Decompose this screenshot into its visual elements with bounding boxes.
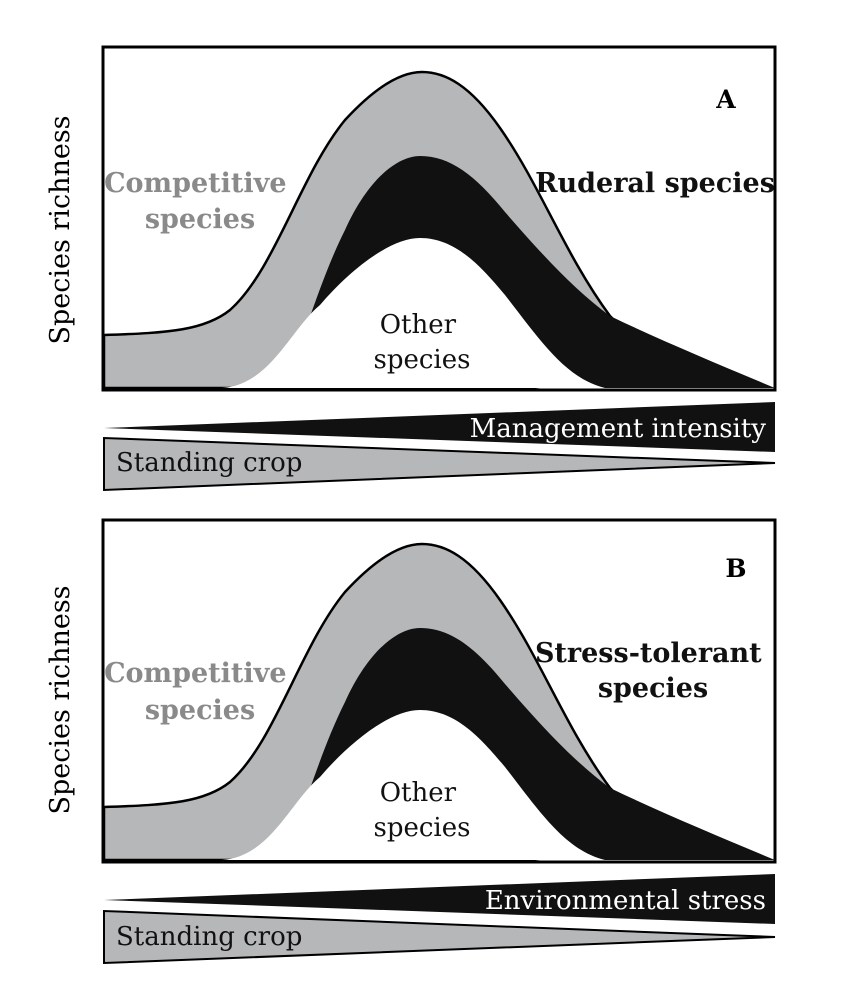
panel-b-stress-tolerant-label: Stress-tolerant species bbox=[535, 638, 771, 704]
panel-a-competitive-label: Competitive species bbox=[104, 168, 296, 235]
panel-b-standing-crop-label: Standing crop bbox=[116, 922, 302, 952]
panel-a-letter: A bbox=[715, 85, 736, 114]
panel-b-other-species-area bbox=[222, 710, 605, 860]
panel-a-standing-crop-wedge bbox=[103, 436, 776, 492]
panel-b-competitive-label: Competitive species bbox=[104, 658, 296, 726]
panel-a-ruderal-label: Ruderal species bbox=[535, 168, 775, 199]
panel-a: Species richness A Competitive species R… bbox=[45, 45, 777, 492]
panel-b: Species richness B Competitive species S… bbox=[45, 518, 777, 965]
panel-b-frame bbox=[101, 518, 777, 864]
panel-b-environmental-stress-wedge bbox=[104, 874, 775, 924]
panel-a-management-intensity-wedge bbox=[104, 402, 775, 452]
panel-a-gradient-wedges: Management intensity Standing crop bbox=[103, 402, 776, 492]
panel-b-letter: B bbox=[725, 554, 746, 583]
panel-b-gradient-wedges: Environmental stress Standing crop bbox=[103, 874, 776, 965]
panel-b-other-species-label: Other species bbox=[374, 778, 471, 843]
panel-a-other-species-label: Other species bbox=[374, 310, 471, 375]
panel-a-management-intensity-label: Management intensity bbox=[470, 414, 767, 444]
panel-a-standing-crop-label: Standing crop bbox=[116, 448, 302, 478]
panel-b-environmental-stress-label: Environmental stress bbox=[485, 886, 766, 916]
panel-b-plot: B Competitive species Stress-tolerant sp… bbox=[101, 518, 777, 864]
panel-b-standing-crop-wedge bbox=[103, 909, 776, 965]
panel-a-other-species-area bbox=[222, 238, 605, 388]
panel-a-y-axis-label: Species richness bbox=[45, 115, 76, 344]
panel-a-frame bbox=[101, 45, 777, 392]
panel-b-y-axis-label: Species richness bbox=[45, 585, 76, 814]
panel-a-plot: A Competitive species Ruderal species Ot… bbox=[101, 45, 777, 392]
